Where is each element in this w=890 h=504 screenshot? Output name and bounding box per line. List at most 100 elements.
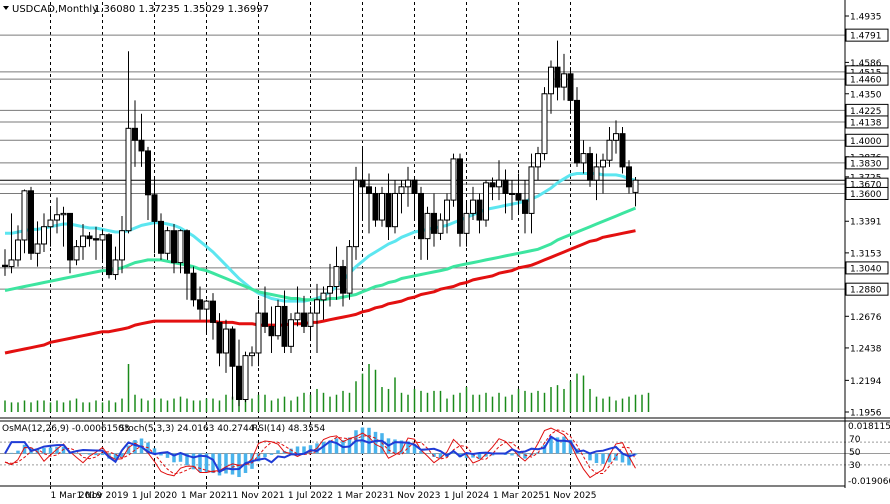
candle-bear: [418, 192, 424, 240]
candle-bull: [613, 133, 619, 141]
candle-bear: [476, 199, 483, 221]
candle-bear: [359, 179, 366, 188]
candle-bear: [268, 325, 275, 337]
time-tick-label: 1 Nov 2025: [545, 491, 597, 500]
candle-bull: [177, 230, 184, 264]
candle-bull: [327, 286, 333, 294]
price-tick-label: 1.2676: [850, 313, 882, 323]
candle-bear: [515, 192, 522, 201]
candle-bull: [314, 299, 320, 314]
rsi-line: [4, 435, 636, 474]
symbol-label: USDCAD,Monthly: [12, 4, 98, 15]
candle-bull: [379, 192, 385, 221]
candle-bull: [288, 319, 294, 347]
price-level-box: [845, 28, 889, 42]
price-level-box: [845, 186, 889, 200]
candle-bull: [21, 190, 28, 241]
candle-bear: [190, 272, 197, 301]
candle-bull: [47, 219, 54, 228]
candle-bull: [15, 239, 21, 261]
candle-bear: [301, 312, 307, 327]
price-tick-label: 1.4138: [850, 118, 882, 128]
candle-bull: [593, 166, 600, 181]
candle-bull: [405, 179, 411, 188]
candle-bear: [587, 153, 593, 181]
candle-bull: [275, 305, 281, 337]
candle-bear: [138, 139, 145, 152]
candle-bull: [483, 182, 489, 221]
candle-bull: [561, 73, 567, 88]
price-tick-label: 1.4000: [850, 137, 882, 147]
price-tick-label: 1.3670: [850, 181, 882, 191]
time-tick-label: 1 Nov 2023: [389, 491, 441, 500]
candle-bear: [236, 365, 242, 401]
candle-bull: [223, 328, 229, 354]
candle-bull: [242, 355, 249, 401]
candle-bear: [216, 321, 223, 354]
candle-bull: [580, 153, 587, 164]
candle-bull: [73, 246, 80, 261]
candle-bear: [340, 266, 346, 294]
candle-bear: [106, 234, 112, 276]
price-level-lines: [0, 34, 845, 290]
level-label-70: 70: [849, 435, 861, 445]
candle-bull: [600, 159, 606, 168]
candle-bull: [164, 230, 171, 254]
price-level-box: [845, 156, 889, 170]
candle-bull: [8, 259, 15, 268]
volume-bars: [4, 364, 650, 412]
candle-bull: [255, 312, 262, 354]
price-tick-label: 1.3391: [850, 218, 882, 228]
candle-bear: [489, 182, 496, 188]
candle-bull: [463, 212, 470, 234]
osma-scale-top: 0.0181153: [848, 422, 890, 432]
time-tick-label: 1 Mar 2019: [51, 491, 103, 500]
candle-bear: [574, 99, 580, 164]
price-tick-label: 1.2880: [850, 286, 882, 296]
stoch-main-line: [4, 427, 636, 479]
time-tick-label: 1 Nov 2019: [77, 491, 129, 500]
price-level-box: [845, 72, 889, 86]
price-tick-label: 1.4935: [850, 13, 882, 23]
candle-bull: [632, 179, 639, 193]
candle-bear: [171, 230, 177, 264]
candle-bear: [67, 212, 73, 261]
ema-slow-line: [4, 229, 636, 355]
candle-bull: [125, 127, 132, 232]
symbol-dropdown-icon[interactable]: [3, 6, 9, 10]
price-level-box: [845, 115, 889, 129]
candle-bear: [86, 235, 93, 240]
candle-bear: [132, 127, 138, 141]
candle-bear: [372, 192, 379, 221]
candle-bear: [262, 312, 268, 327]
candle-bull: [528, 166, 535, 214]
price-tick-label: 1.3830: [850, 159, 882, 169]
candle-bear: [210, 300, 216, 323]
candle-bear: [626, 166, 632, 188]
candle-bull: [34, 243, 41, 254]
candle-bear: [502, 179, 509, 194]
candle-bull: [112, 259, 119, 276]
candle-bear: [158, 220, 164, 254]
time-tick-label: 1 Mar 2025: [493, 491, 544, 500]
candle-bull: [249, 352, 255, 357]
osma-scale-bottom: -0.019060: [848, 477, 890, 487]
candle-bull: [450, 158, 457, 201]
price-tick-label: 1.4350: [850, 90, 882, 100]
candle-bear: [619, 133, 626, 168]
price-tick-label: 1.1956: [850, 409, 882, 419]
price-axis: 1.49351.47911.45861.45151.44601.43501.42…: [845, 13, 889, 419]
candle-bear: [522, 199, 528, 214]
candle-bull: [80, 235, 86, 248]
price-tick-label: 1.3040: [850, 264, 882, 274]
candle-bull: [307, 312, 314, 327]
candle-bear: [567, 73, 574, 101]
candle-bear: [197, 299, 203, 310]
candle-bull: [437, 219, 444, 234]
price-tick-label: 1.2438: [850, 344, 882, 354]
candle-bear: [411, 179, 418, 194]
candle-bear: [431, 212, 437, 234]
